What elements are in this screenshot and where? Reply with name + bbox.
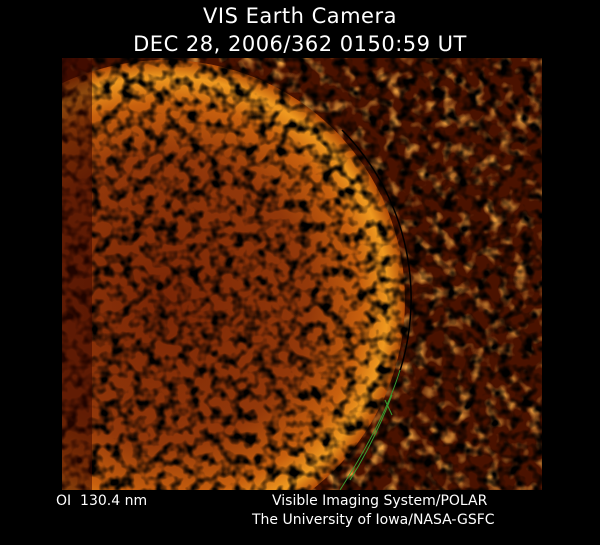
timestamp: DEC 28, 2006/362 0150:59 UT (133, 32, 467, 56)
image-frame (62, 58, 542, 490)
noise (62, 58, 542, 490)
title: VIS Earth Camera (203, 4, 397, 28)
filter-label: OI 130.4 nm (56, 493, 148, 509)
coastline (339, 369, 401, 490)
edge-shade (62, 58, 92, 490)
institution-label: The University of Iowa/NASA-GSFC (252, 512, 495, 528)
limb-line (341, 129, 412, 386)
instrument-label: Visible Imaging System/POLAR (272, 493, 488, 509)
